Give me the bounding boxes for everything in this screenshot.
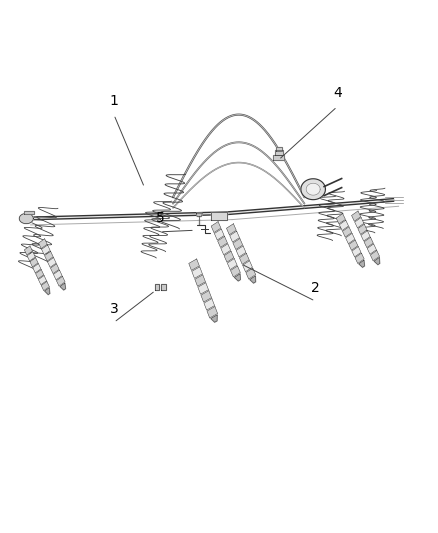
Polygon shape: [240, 253, 249, 264]
Polygon shape: [47, 257, 56, 268]
Text: 2: 2: [311, 281, 320, 295]
Polygon shape: [246, 268, 256, 279]
Polygon shape: [355, 217, 364, 228]
Polygon shape: [57, 277, 65, 286]
Polygon shape: [204, 298, 215, 310]
Polygon shape: [367, 244, 376, 254]
Polygon shape: [211, 315, 217, 322]
Polygon shape: [374, 257, 380, 265]
Text: 4: 4: [333, 86, 342, 100]
Polygon shape: [211, 222, 221, 232]
Polygon shape: [53, 270, 62, 280]
Polygon shape: [358, 224, 367, 235]
Polygon shape: [30, 258, 38, 267]
Polygon shape: [211, 212, 227, 220]
Polygon shape: [276, 147, 282, 151]
Polygon shape: [230, 266, 240, 277]
Polygon shape: [361, 231, 370, 241]
Polygon shape: [233, 239, 243, 249]
Polygon shape: [352, 211, 361, 221]
Polygon shape: [301, 179, 325, 200]
Polygon shape: [273, 155, 284, 160]
Polygon shape: [364, 237, 373, 248]
Polygon shape: [50, 264, 59, 273]
Polygon shape: [27, 252, 35, 261]
Polygon shape: [221, 244, 231, 255]
Polygon shape: [189, 259, 199, 270]
Polygon shape: [198, 282, 208, 294]
Polygon shape: [370, 251, 380, 261]
Polygon shape: [39, 239, 47, 248]
Text: 1: 1: [110, 94, 118, 108]
Polygon shape: [339, 220, 349, 231]
Text: 3: 3: [110, 302, 118, 316]
Polygon shape: [195, 275, 205, 286]
Polygon shape: [192, 267, 202, 278]
Polygon shape: [250, 276, 256, 283]
Polygon shape: [243, 261, 252, 272]
Polygon shape: [359, 260, 364, 268]
Polygon shape: [45, 252, 53, 261]
Polygon shape: [346, 233, 355, 244]
Polygon shape: [42, 245, 50, 255]
Polygon shape: [196, 213, 202, 216]
Polygon shape: [41, 281, 49, 290]
Polygon shape: [355, 253, 364, 263]
Polygon shape: [60, 283, 66, 290]
Polygon shape: [161, 284, 166, 290]
Text: 5: 5: [155, 212, 164, 225]
Polygon shape: [19, 213, 33, 224]
Polygon shape: [39, 276, 46, 285]
Polygon shape: [234, 274, 240, 281]
Polygon shape: [214, 229, 224, 240]
Polygon shape: [349, 240, 358, 251]
Polygon shape: [224, 251, 234, 262]
Polygon shape: [33, 264, 41, 273]
Polygon shape: [275, 150, 283, 155]
Polygon shape: [25, 246, 32, 255]
Polygon shape: [207, 306, 218, 318]
Polygon shape: [155, 284, 159, 290]
Polygon shape: [226, 224, 236, 235]
Polygon shape: [201, 290, 212, 302]
Polygon shape: [336, 214, 346, 224]
Polygon shape: [35, 270, 44, 279]
Polygon shape: [45, 288, 50, 295]
Polygon shape: [218, 237, 227, 247]
Polygon shape: [352, 247, 361, 257]
Polygon shape: [227, 259, 237, 270]
Polygon shape: [343, 227, 352, 237]
Polygon shape: [236, 246, 246, 257]
Polygon shape: [230, 231, 240, 242]
Polygon shape: [24, 211, 34, 214]
Polygon shape: [306, 183, 320, 195]
